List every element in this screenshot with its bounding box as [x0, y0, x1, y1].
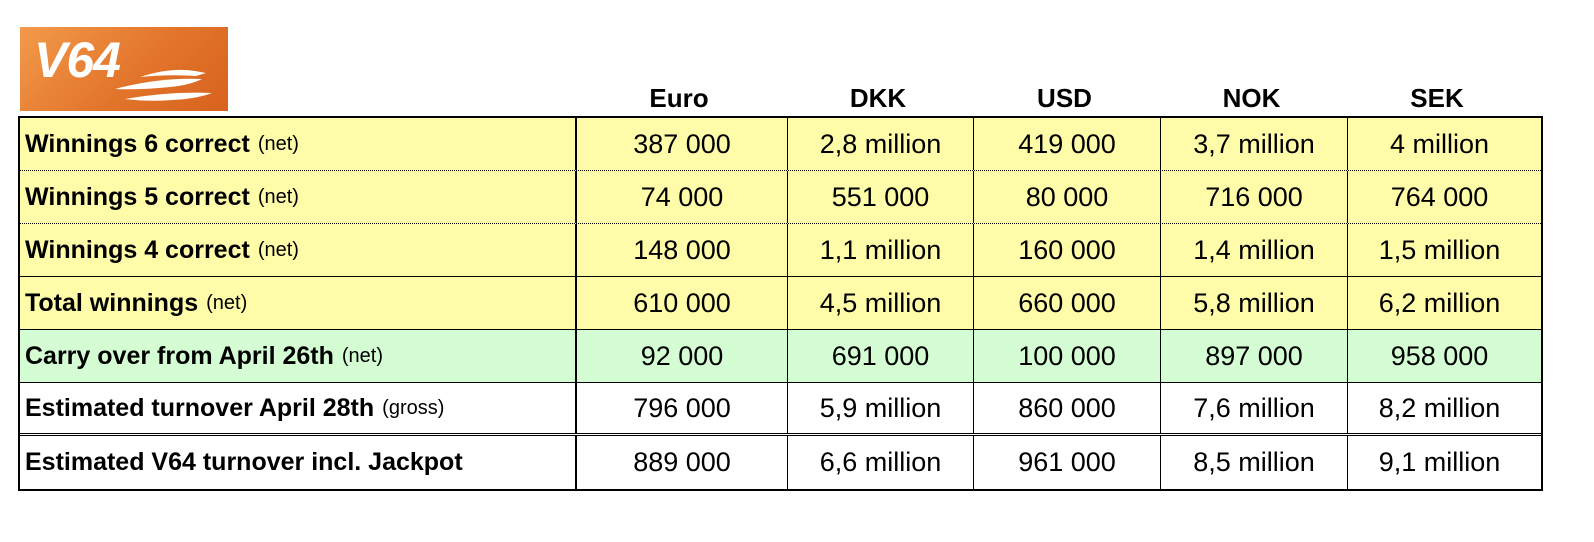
cell-dkk: 4,5 million [787, 277, 973, 329]
column-header-nok: NOK [1222, 83, 1281, 113]
cell-nok: 5,8 million [1160, 277, 1347, 329]
column-header-usd: USD [1037, 83, 1092, 113]
cell-sek: 958 000 [1347, 330, 1531, 382]
cell-sek: 6,2 million [1347, 277, 1531, 329]
table-row: Winnings 4 correct (net) 148 000 1,1 mill… [20, 224, 1541, 277]
cell-nok: 1,4 million [1160, 224, 1347, 276]
column-header-euro: Euro [649, 83, 709, 113]
cell-usd: 100 000 [973, 330, 1160, 382]
cell-euro: 610 000 [575, 277, 787, 329]
cell-dkk: 691 000 [787, 330, 973, 382]
cell-euro: 92 000 [575, 330, 787, 382]
cell-nok: 8,5 million [1160, 436, 1347, 489]
cell-sek: 764 000 [1347, 171, 1531, 223]
row-label: Estimated V64 turnover incl. Jackpot [25, 448, 463, 476]
cell-nok: 897 000 [1160, 330, 1347, 382]
table-row: Carry over from April 26th (net) 92 000 6… [20, 330, 1541, 383]
cell-euro: 889 000 [575, 436, 787, 489]
cell-nok: 3,7 million [1160, 118, 1347, 170]
cell-euro: 74 000 [575, 171, 787, 223]
row-label: Winnings 5 correct (net) [25, 182, 299, 211]
table-row: Estimated turnover April 28th (gross) 796… [20, 383, 1541, 436]
cell-sek: 1,5 million [1347, 224, 1531, 276]
cell-usd: 160 000 [973, 224, 1160, 276]
cell-usd: 860 000 [973, 383, 1160, 433]
cell-dkk: 6,6 million [787, 436, 973, 489]
table-row: Winnings 5 correct (net) 74 000 551 000 8… [20, 171, 1541, 224]
column-header-dkk: DKK [849, 83, 907, 113]
cell-euro: 387 000 [575, 118, 787, 170]
cell-dkk: 2,8 million [787, 118, 973, 170]
logo-text: V64 [34, 32, 121, 88]
table-row: Estimated V64 turnover incl. Jackpot 889… [20, 436, 1541, 489]
table-body: Winnings 6 correct (net) 387 000 2,8 mill… [18, 116, 1543, 491]
cell-usd: 660 000 [973, 277, 1160, 329]
column-header-sek: SEK [1410, 83, 1464, 113]
cell-usd: 419 000 [973, 118, 1160, 170]
row-label: Winnings 4 correct (net) [25, 235, 299, 264]
horse-swoosh-icon [115, 69, 212, 101]
cell-sek: 4 million [1347, 118, 1531, 170]
cell-usd: 961 000 [973, 436, 1160, 489]
cell-dkk: 5,9 million [787, 383, 973, 433]
row-label: Winnings 6 correct (net) [25, 129, 299, 158]
v64-logo: V64 [20, 27, 228, 111]
cell-euro: 796 000 [575, 383, 787, 433]
cell-euro: 148 000 [575, 224, 787, 276]
table-row: Winnings 6 correct (net) 387 000 2,8 mill… [20, 118, 1541, 171]
cell-sek: 8,2 million [1347, 383, 1531, 433]
cell-dkk: 551 000 [787, 171, 973, 223]
cell-sek: 9,1 million [1347, 436, 1531, 489]
row-label: Estimated turnover April 28th (gross) [25, 393, 445, 422]
table-row: Total winnings (net) 610 000 4,5 million … [20, 277, 1541, 330]
cell-nok: 7,6 million [1160, 383, 1347, 433]
cell-nok: 716 000 [1160, 171, 1347, 223]
row-label: Carry over from April 26th (net) [25, 341, 384, 370]
cell-dkk: 1,1 million [787, 224, 973, 276]
row-label: Total winnings (net) [25, 288, 248, 317]
cell-usd: 80 000 [973, 171, 1160, 223]
